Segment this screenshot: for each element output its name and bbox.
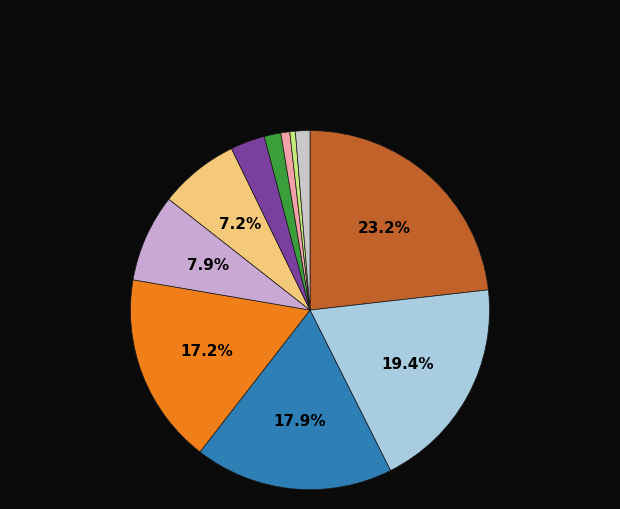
Wedge shape [290,132,310,310]
Wedge shape [133,200,310,310]
Wedge shape [200,310,391,490]
Wedge shape [169,149,310,310]
Wedge shape [310,131,489,310]
Wedge shape [130,280,310,452]
Text: 7.2%: 7.2% [219,216,261,232]
Wedge shape [264,134,310,310]
Text: 17.2%: 17.2% [180,343,232,358]
Wedge shape [310,290,490,471]
Wedge shape [281,132,310,310]
Wedge shape [231,137,310,310]
Text: 19.4%: 19.4% [381,356,434,371]
Wedge shape [295,131,310,310]
Text: 23.2%: 23.2% [358,220,410,235]
Text: 17.9%: 17.9% [273,413,326,429]
Text: 7.9%: 7.9% [187,258,229,273]
